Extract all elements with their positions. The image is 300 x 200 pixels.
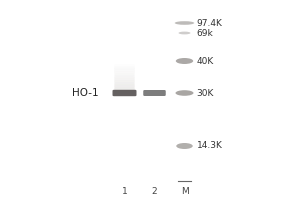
Text: 14.3K: 14.3K (196, 142, 222, 150)
Ellipse shape (176, 143, 193, 149)
Text: 97.4K: 97.4K (196, 19, 222, 27)
Ellipse shape (176, 90, 194, 96)
FancyBboxPatch shape (114, 78, 135, 84)
FancyBboxPatch shape (114, 86, 135, 91)
Text: 30K: 30K (196, 88, 214, 98)
Text: 40K: 40K (196, 56, 214, 66)
FancyBboxPatch shape (114, 80, 135, 86)
Ellipse shape (178, 32, 190, 34)
FancyBboxPatch shape (112, 90, 136, 96)
FancyBboxPatch shape (114, 84, 135, 89)
Ellipse shape (176, 58, 193, 64)
FancyBboxPatch shape (114, 87, 135, 93)
Text: 2: 2 (152, 188, 157, 196)
Text: HO-1: HO-1 (72, 88, 99, 98)
FancyBboxPatch shape (143, 90, 166, 96)
Text: 69k: 69k (196, 28, 213, 38)
FancyBboxPatch shape (114, 82, 135, 88)
FancyBboxPatch shape (114, 75, 135, 81)
Text: 1: 1 (122, 188, 128, 196)
Ellipse shape (175, 21, 194, 25)
FancyBboxPatch shape (114, 89, 135, 95)
FancyBboxPatch shape (114, 77, 135, 82)
Text: M: M (181, 188, 188, 196)
